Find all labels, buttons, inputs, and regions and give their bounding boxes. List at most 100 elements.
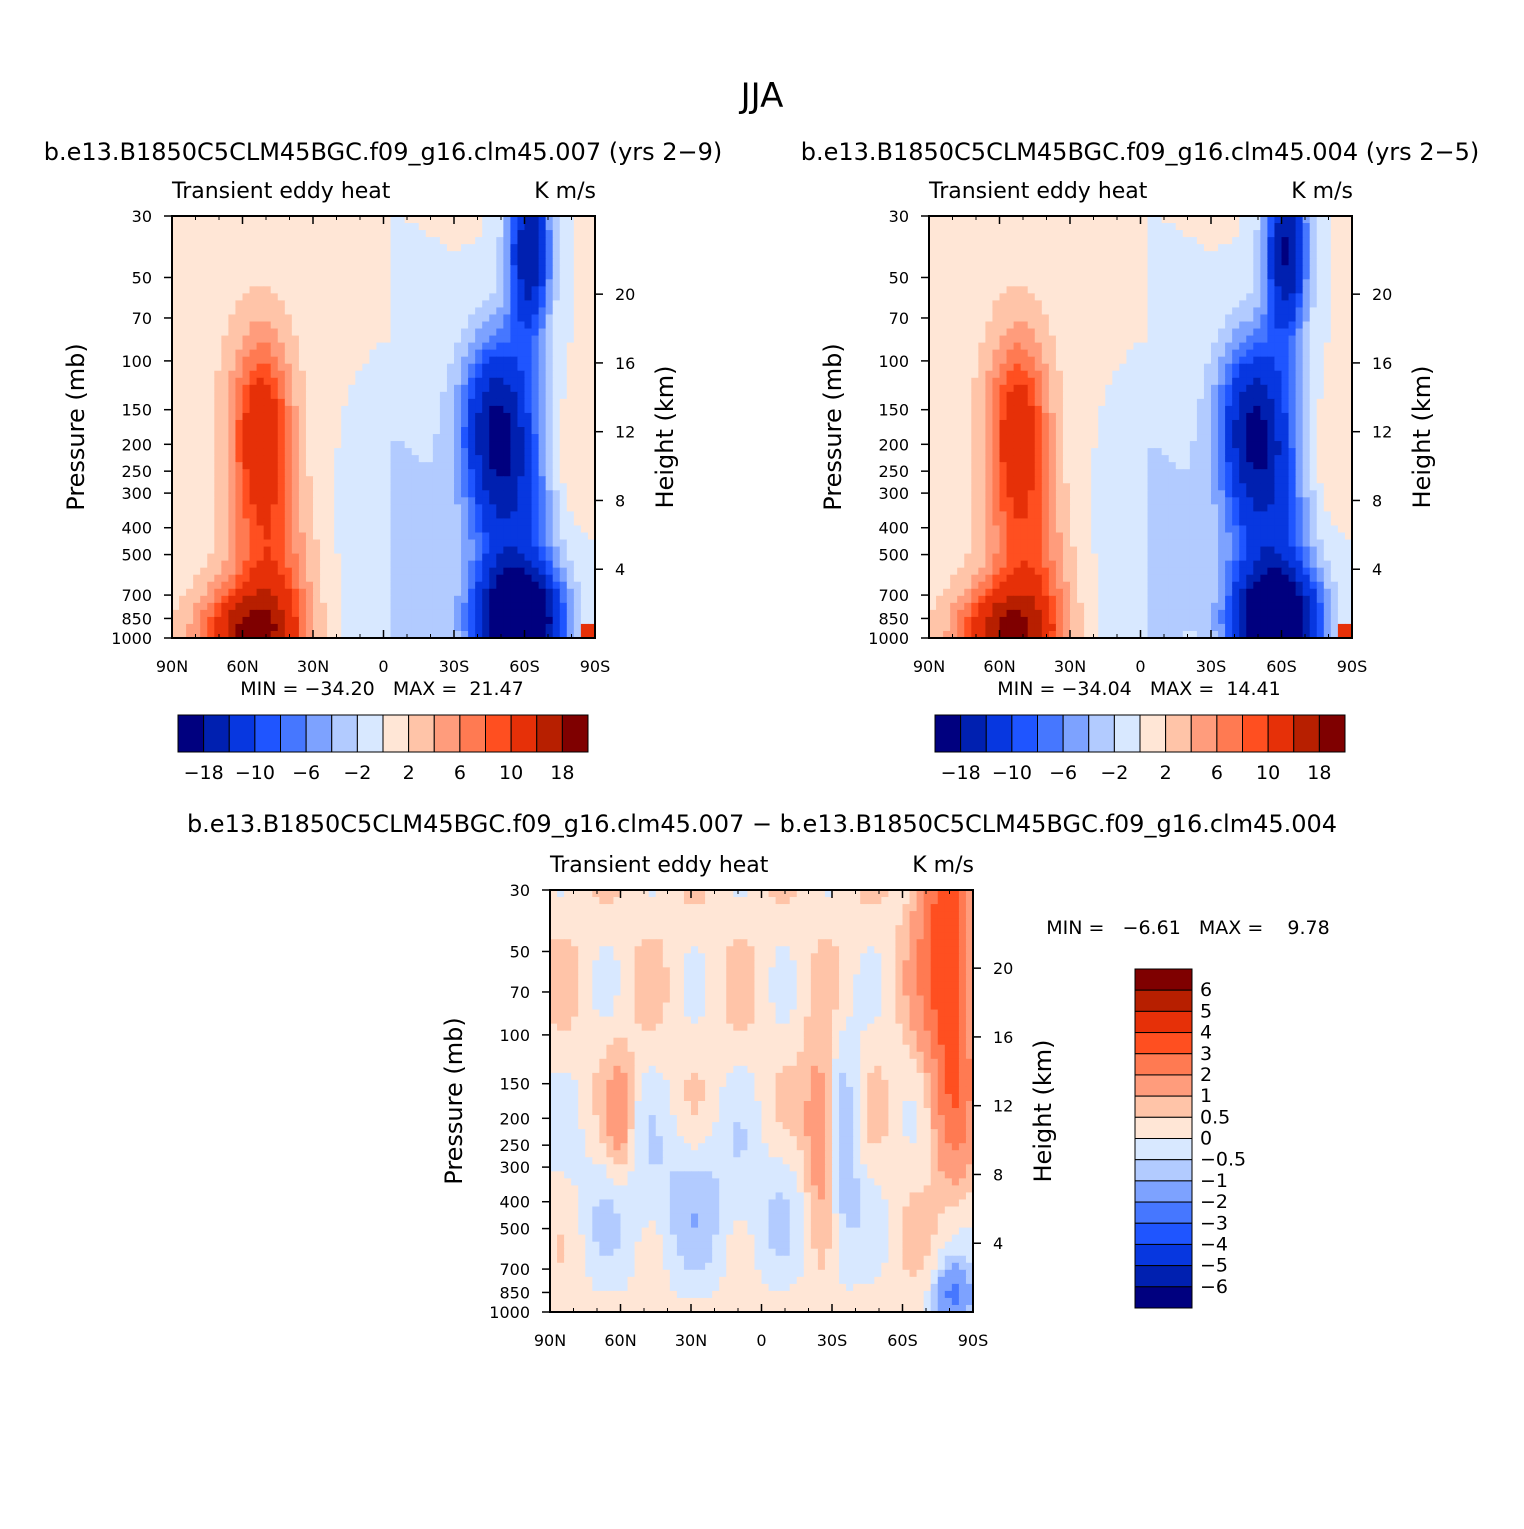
field-cell — [221, 525, 229, 533]
field-cell — [207, 455, 215, 463]
field-cell — [581, 329, 589, 337]
field-cell — [285, 314, 293, 322]
field-cell — [348, 504, 356, 512]
field-cell — [1162, 279, 1170, 287]
field-cell — [1028, 244, 1036, 252]
field-cell — [992, 322, 1000, 330]
field-cell — [1239, 258, 1247, 266]
field-cell — [1303, 357, 1311, 365]
field-cell — [419, 596, 427, 604]
field-cell — [496, 244, 504, 252]
field-cell — [454, 540, 462, 548]
field-cell — [1239, 322, 1247, 330]
field-cell — [1218, 237, 1226, 245]
field-cell — [348, 518, 356, 526]
field-cell — [186, 307, 194, 315]
field-cell — [257, 230, 265, 238]
field-cell — [355, 385, 363, 393]
field-cell — [193, 244, 201, 252]
field-cell — [292, 230, 300, 238]
field-cell — [221, 582, 229, 590]
field-cell — [1176, 251, 1184, 259]
field-cell — [532, 610, 540, 618]
field-cell — [250, 547, 258, 555]
field-cell — [574, 504, 582, 512]
field-cell — [285, 504, 293, 512]
field-cell — [179, 230, 187, 238]
field-cell — [193, 251, 201, 259]
field-cell — [306, 483, 314, 491]
field-cell — [496, 237, 504, 245]
field-cell — [278, 420, 286, 428]
field-cell — [271, 596, 279, 604]
field-cell — [313, 343, 321, 351]
field-cell — [348, 293, 356, 301]
field-cell — [1211, 350, 1219, 358]
field-cell — [214, 596, 222, 604]
field-cell — [482, 216, 490, 224]
field-cell — [1176, 336, 1184, 344]
field-cell — [957, 307, 965, 315]
field-cell — [426, 427, 434, 435]
field-cell — [468, 518, 476, 526]
field-cell — [964, 237, 972, 245]
field-cell — [475, 371, 483, 379]
field-cell — [454, 293, 462, 301]
field-cell — [1267, 230, 1275, 238]
field-cell — [475, 427, 483, 435]
field-cell — [517, 251, 525, 259]
field-cell — [207, 258, 215, 266]
field-cell — [179, 258, 187, 266]
field-cell — [306, 610, 314, 618]
field-cell — [369, 533, 377, 541]
field-cell — [581, 441, 589, 449]
field-cell — [193, 279, 201, 287]
field-cell — [355, 469, 363, 477]
field-cell — [510, 420, 518, 428]
field-cell — [306, 420, 314, 428]
field-cell — [1112, 364, 1120, 372]
field-cell — [1049, 350, 1057, 358]
field-cell — [1042, 237, 1050, 245]
field-cell — [468, 441, 476, 449]
field-cell — [200, 378, 208, 386]
field-cell — [581, 525, 589, 533]
field-cell — [384, 336, 392, 344]
field-cell — [355, 476, 363, 484]
field-cell — [581, 617, 589, 625]
field-cell — [384, 504, 392, 512]
field-cell — [539, 603, 547, 611]
field-cell — [433, 244, 441, 252]
field-cell — [369, 476, 377, 484]
field-cell — [503, 624, 511, 632]
field-cell — [1056, 286, 1064, 294]
field-cell — [200, 357, 208, 365]
field-cell — [179, 490, 187, 498]
field-cell — [539, 533, 547, 541]
field-cell — [1289, 314, 1297, 322]
field-cell — [412, 497, 420, 505]
field-cell — [1260, 329, 1268, 337]
field-cell — [207, 216, 215, 224]
field-cell — [207, 293, 215, 301]
field-cell — [1282, 279, 1290, 287]
field-cell — [440, 511, 448, 519]
field-cell — [207, 427, 215, 435]
field-cell — [221, 322, 229, 330]
field-cell — [327, 610, 335, 618]
field-cell — [362, 406, 370, 414]
field-cell — [517, 230, 525, 238]
field-cell — [567, 624, 575, 632]
field-cell — [440, 399, 448, 407]
field-cell — [264, 441, 272, 449]
field-cell — [341, 497, 349, 505]
field-cell — [517, 223, 525, 231]
field-cell — [574, 385, 582, 393]
field-cell — [943, 265, 951, 273]
field-cell — [440, 314, 448, 322]
field-cell — [334, 596, 342, 604]
field-cell — [517, 469, 525, 477]
field-cell — [228, 434, 236, 442]
field-cell — [214, 533, 222, 541]
field-cell — [334, 476, 342, 484]
